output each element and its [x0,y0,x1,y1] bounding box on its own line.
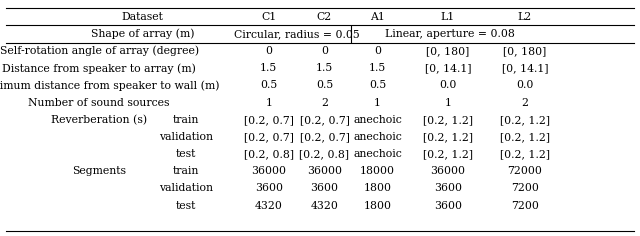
Text: 1: 1 [266,98,272,108]
Text: 0.5: 0.5 [369,80,386,90]
Text: Dataset: Dataset [122,12,163,22]
Text: 72000: 72000 [508,166,542,176]
Text: validation: validation [159,183,212,193]
Text: [0.2, 0.7]: [0.2, 0.7] [244,115,294,125]
Text: 4320: 4320 [310,201,339,211]
Text: train: train [172,115,199,125]
Text: Segments: Segments [72,166,126,176]
Text: 0.5: 0.5 [260,80,277,90]
Text: validation: validation [159,132,212,142]
Text: Shape of array (m): Shape of array (m) [91,29,194,39]
Text: 1: 1 [445,98,451,108]
Text: 1: 1 [374,98,381,108]
Text: L2: L2 [518,12,532,22]
Text: Reverberation (s): Reverberation (s) [51,115,147,125]
Text: [0.2, 1.2]: [0.2, 1.2] [500,115,550,125]
Text: C1: C1 [261,12,276,22]
Text: 1.5: 1.5 [369,63,386,73]
Text: anechoic: anechoic [353,149,402,159]
Text: [0, 180]: [0, 180] [503,46,547,56]
Text: 2: 2 [321,98,328,108]
Text: L1: L1 [441,12,455,22]
Text: anechoic: anechoic [353,132,402,142]
Text: 3600: 3600 [310,183,339,193]
Text: 1800: 1800 [364,183,392,193]
Text: 3600: 3600 [434,201,462,211]
Text: [0.2, 0.8]: [0.2, 0.8] [244,149,294,159]
Text: Number of sound sources: Number of sound sources [28,98,170,108]
Text: 0: 0 [266,46,272,56]
Text: anechoic: anechoic [353,115,402,125]
Text: test: test [175,201,196,211]
Text: [0.2, 1.2]: [0.2, 1.2] [423,115,473,125]
Text: 1.5: 1.5 [316,63,333,73]
Text: train: train [172,166,199,176]
Text: 0.0: 0.0 [439,80,457,90]
Text: [0, 14.1]: [0, 14.1] [502,63,548,73]
Text: C2: C2 [317,12,332,22]
Text: A1: A1 [370,12,385,22]
Text: 18000: 18000 [360,166,395,176]
Text: [0.2, 0.7]: [0.2, 0.7] [244,132,294,142]
Text: 0: 0 [321,46,328,56]
Text: 36000: 36000 [252,166,286,176]
Text: Circular, radius = 0.05: Circular, radius = 0.05 [234,29,360,39]
Text: 2: 2 [522,98,528,108]
Text: 0.0: 0.0 [516,80,534,90]
Text: Distance from speaker to array (m): Distance from speaker to array (m) [3,63,196,74]
Text: [0.2, 0.7]: [0.2, 0.7] [300,132,349,142]
Text: 0: 0 [374,46,381,56]
Text: Self-rotation angle of array (degree): Self-rotation angle of array (degree) [0,46,199,56]
Text: [0.2, 0.8]: [0.2, 0.8] [300,149,349,159]
Text: 3600: 3600 [434,183,462,193]
Text: [0.2, 1.2]: [0.2, 1.2] [500,149,550,159]
Text: 7200: 7200 [511,201,539,211]
Text: test: test [175,149,196,159]
Text: 1.5: 1.5 [260,63,277,73]
Text: [0.2, 1.2]: [0.2, 1.2] [423,132,473,142]
Text: [0.2, 1.2]: [0.2, 1.2] [500,132,550,142]
Text: 7200: 7200 [511,183,539,193]
Text: [0.2, 1.2]: [0.2, 1.2] [423,149,473,159]
Text: Minimum distance from speaker to wall (m): Minimum distance from speaker to wall (m… [0,80,220,91]
Text: 3600: 3600 [255,183,283,193]
Text: 36000: 36000 [431,166,465,176]
Text: [0.2, 0.7]: [0.2, 0.7] [300,115,349,125]
Text: 1800: 1800 [364,201,392,211]
Text: 36000: 36000 [307,166,342,176]
Text: Linear, aperture = 0.08: Linear, aperture = 0.08 [385,29,515,39]
Text: [0, 14.1]: [0, 14.1] [425,63,471,73]
Text: 4320: 4320 [255,201,283,211]
Text: [0, 180]: [0, 180] [426,46,470,56]
Text: 0.5: 0.5 [316,80,333,90]
